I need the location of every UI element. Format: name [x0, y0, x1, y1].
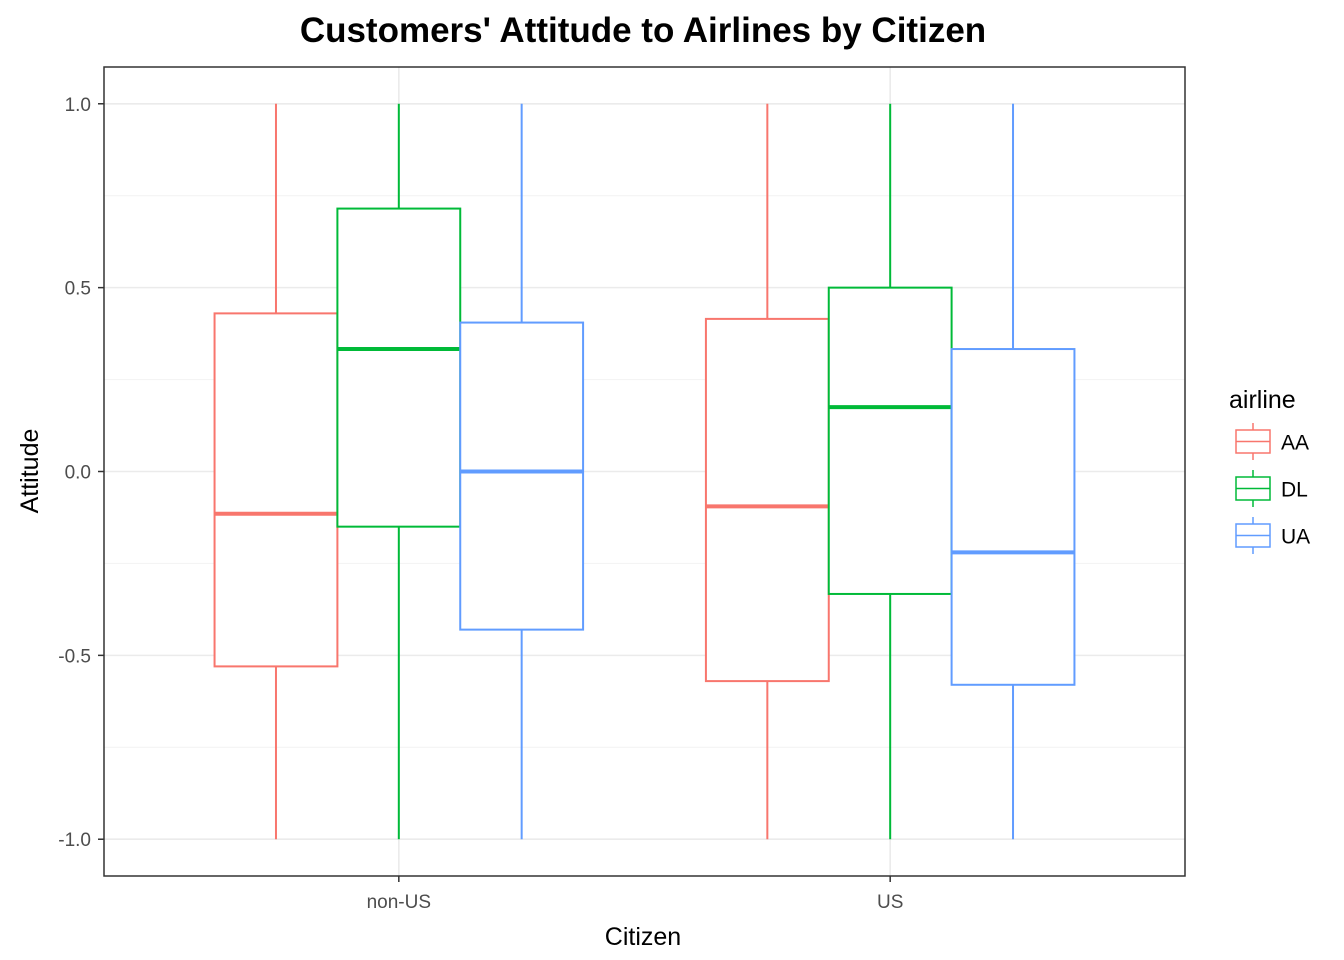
y-axis-title: Attitude	[16, 429, 44, 514]
box-ua-non-us	[459, 103, 585, 840]
y-tick-label: 0.0	[65, 463, 91, 484]
y-tick-label: 0.5	[65, 279, 91, 300]
chart-title: Customers' Attitude to Airlines by Citiz…	[300, 11, 986, 50]
box-dl-us	[827, 103, 953, 840]
box-ua-us	[950, 103, 1076, 840]
legend-label: AA	[1281, 432, 1309, 455]
legend-label: UA	[1281, 526, 1310, 549]
legend-entry-aa: AA	[1235, 423, 1309, 460]
y-tick-label: 1.0	[65, 95, 91, 116]
box-series	[213, 103, 1076, 840]
legend: airline AA DL UA	[1229, 386, 1310, 554]
x-tick-label: non-US	[367, 892, 431, 913]
box-iqr	[213, 312, 339, 668]
box-dl-non-us	[336, 103, 462, 840]
box-iqr	[827, 286, 953, 595]
legend-entry-dl: DL	[1235, 470, 1308, 507]
box-iqr	[459, 321, 585, 631]
legend-entry-ua: UA	[1235, 517, 1310, 554]
box-iqr	[704, 317, 830, 683]
x-tick-label: US	[877, 892, 903, 913]
x-axis: non-US US	[367, 876, 903, 913]
box-iqr	[336, 207, 462, 528]
legend-label: DL	[1281, 479, 1308, 502]
box-aa-us	[704, 103, 830, 840]
x-axis-title: Citizen	[605, 923, 681, 951]
y-tick-label: -1.0	[58, 830, 91, 851]
box-aa-non-us	[213, 103, 339, 840]
y-tick-label: -0.5	[58, 646, 91, 667]
box-iqr	[950, 348, 1076, 686]
legend-title: airline	[1229, 386, 1296, 414]
y-axis: 1.0 0.5 0.0 -0.5 -1.0	[58, 95, 104, 851]
